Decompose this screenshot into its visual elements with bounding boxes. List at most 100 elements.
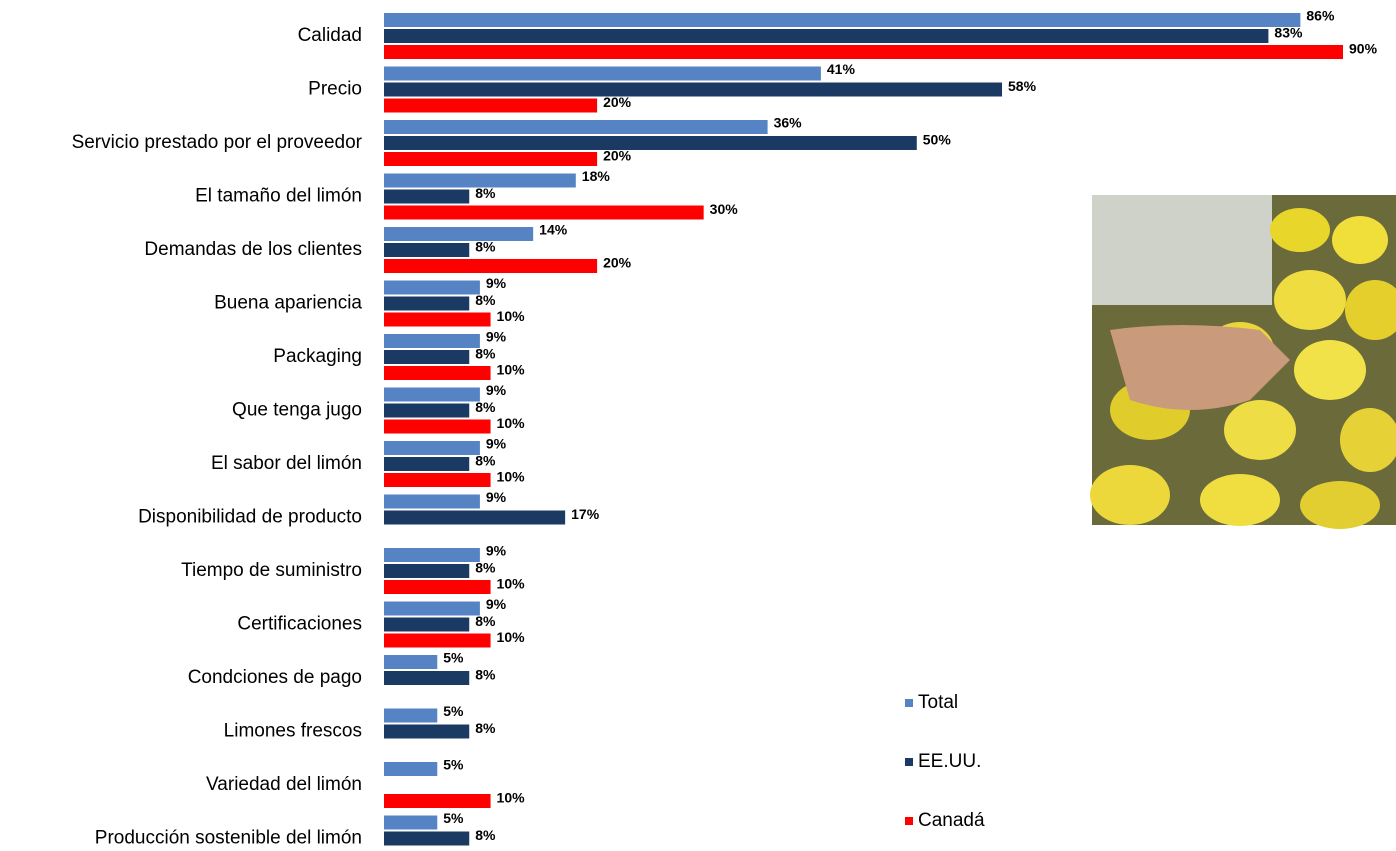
bar — [384, 815, 438, 830]
category-label: Packaging — [273, 346, 362, 367]
value-label: 41% — [827, 61, 856, 77]
bar — [384, 617, 470, 632]
value-label: 90% — [1349, 41, 1378, 57]
legend-label: Canadá — [918, 810, 985, 831]
bar — [384, 120, 768, 134]
bar — [384, 334, 480, 348]
value-label: 9% — [486, 275, 507, 291]
value-label: 8% — [475, 560, 496, 576]
lemon — [1300, 481, 1380, 529]
photo-hand — [1110, 325, 1290, 410]
category-label: Condciones de pago — [188, 667, 362, 688]
value-label: 8% — [475, 399, 496, 415]
bar — [384, 13, 1301, 27]
bar — [384, 831, 470, 846]
value-label: 20% — [603, 148, 632, 164]
category-label: Que tenga jugo — [232, 400, 362, 421]
bar — [384, 98, 598, 113]
category-label: Precio — [308, 79, 362, 100]
bar — [384, 708, 438, 723]
bar — [384, 205, 704, 220]
photo — [1090, 195, 1396, 529]
bar — [384, 441, 480, 455]
bar — [384, 564, 470, 578]
bar — [384, 762, 438, 776]
bar — [384, 601, 480, 616]
category-label: Demandas de los clientes — [144, 239, 362, 260]
lemon — [1224, 400, 1296, 460]
value-label: 8% — [475, 185, 496, 201]
value-label: 8% — [475, 827, 496, 843]
bar — [384, 419, 491, 434]
bar — [384, 280, 480, 295]
bar — [384, 45, 1343, 59]
bar — [384, 227, 534, 241]
bar — [384, 473, 491, 487]
value-label: 10% — [497, 790, 526, 806]
value-label: 10% — [497, 362, 526, 378]
value-label: 8% — [475, 720, 496, 736]
category-label: El sabor del limón — [211, 453, 362, 474]
bar — [384, 457, 470, 471]
bar — [384, 794, 491, 808]
value-label: 30% — [710, 201, 739, 217]
value-label: 8% — [475, 613, 496, 629]
lemon — [1200, 474, 1280, 526]
value-label: 8% — [475, 292, 496, 308]
value-label: 10% — [497, 629, 526, 645]
bar — [384, 29, 1269, 43]
bar — [384, 136, 917, 150]
value-label: 9% — [486, 436, 507, 452]
lemon — [1340, 408, 1396, 472]
category-label: Tiempo de suministro — [181, 560, 362, 581]
value-label: 50% — [923, 132, 952, 148]
bar — [384, 350, 470, 364]
value-label: 10% — [497, 415, 526, 431]
bar — [384, 243, 470, 257]
value-label: 8% — [475, 667, 496, 683]
bar — [384, 82, 1003, 97]
value-label: 14% — [539, 222, 568, 238]
value-label: 36% — [774, 115, 803, 131]
bar — [384, 510, 566, 525]
bar — [384, 387, 480, 402]
category-label: Servicio prestado por el proveedor — [72, 132, 363, 153]
lemon — [1090, 465, 1170, 525]
value-label: 10% — [497, 308, 526, 324]
value-label: 86% — [1306, 8, 1335, 24]
value-label: 5% — [443, 703, 464, 719]
bar — [384, 655, 438, 669]
value-label: 9% — [486, 543, 507, 559]
category-label: Certificaciones — [237, 614, 362, 635]
category-label: Calidad — [298, 25, 362, 46]
bar — [384, 724, 470, 739]
bar — [384, 494, 480, 509]
value-label: 20% — [603, 94, 632, 110]
bar — [384, 296, 470, 311]
value-label: 5% — [443, 757, 464, 773]
value-label: 8% — [475, 453, 496, 469]
bar — [384, 66, 821, 81]
value-label: 8% — [475, 346, 496, 362]
value-label: 9% — [486, 596, 507, 612]
lemon — [1274, 270, 1346, 330]
value-label: 9% — [486, 329, 507, 345]
category-label: Buena apariencia — [214, 293, 362, 314]
lemon — [1345, 280, 1396, 340]
bar — [384, 173, 576, 188]
value-label: 9% — [486, 489, 507, 505]
value-label: 58% — [1008, 78, 1037, 94]
bar — [384, 548, 480, 562]
value-label: 83% — [1274, 25, 1303, 41]
lemon — [1332, 216, 1388, 264]
value-label: 8% — [475, 239, 496, 255]
value-label: 17% — [571, 506, 600, 522]
legend-swatch — [905, 758, 913, 766]
bar — [384, 152, 598, 166]
legend-swatch — [905, 817, 913, 825]
category-label: Limones frescos — [224, 721, 362, 742]
value-label: 20% — [603, 255, 632, 271]
value-label: 5% — [443, 810, 464, 826]
